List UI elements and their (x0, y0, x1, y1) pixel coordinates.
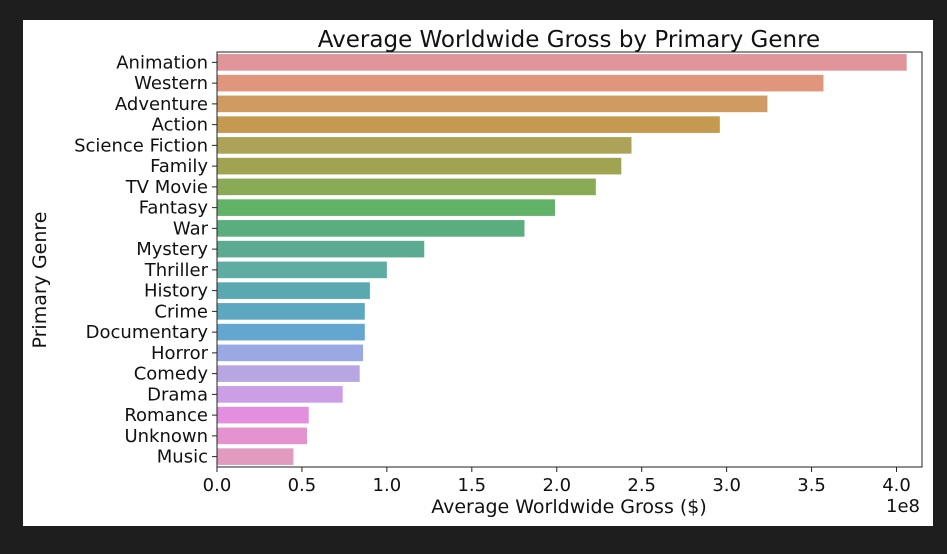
y-tick-label: Adventure (115, 94, 208, 115)
chart-frame: Average Worldwide Gross by Primary Genre… (23, 20, 933, 526)
y-tick-label: TV Movie (125, 177, 208, 198)
bar-documentary (217, 323, 365, 341)
bar-family (217, 157, 622, 175)
bar-music (217, 448, 294, 465)
bar-mystery (217, 240, 425, 258)
y-tick-label: Horror (151, 343, 209, 364)
bar-western (217, 74, 824, 92)
bar-horror (217, 344, 364, 362)
bar-adventure (217, 95, 768, 113)
bar-history (217, 282, 370, 299)
y-tick-label: History (144, 281, 208, 302)
y-tick-label: Romance (124, 405, 208, 426)
y-tick-label: Unknown (124, 426, 208, 447)
x-tick-label: 1.0 (373, 475, 402, 496)
bar-animation (217, 54, 907, 71)
x-tick-label: 2.5 (627, 475, 656, 496)
x-tick-label: 0.0 (203, 475, 232, 496)
bar-thriller (217, 261, 387, 279)
bar-drama (217, 386, 343, 403)
x-tick-label: 1.5 (457, 475, 486, 496)
y-tick-label: Family (150, 156, 208, 177)
y-tick-label: Mystery (136, 239, 208, 260)
x-tick-label: 4.0 (882, 475, 911, 496)
bar-comedy (217, 365, 360, 382)
x-axis-ticks: 0.0 0.5 1.0 1.5 2.0 2.5 3.0 3.5 4.0 (203, 467, 911, 496)
x-axis-scale-label: 1e8 (886, 496, 920, 517)
bar-unknown (217, 427, 308, 445)
bar-action (217, 116, 720, 133)
y-tick-label: Western (134, 73, 208, 94)
y-axis-title: Primary Genre (29, 212, 51, 349)
bar-war (217, 220, 525, 237)
y-tick-label: War (173, 218, 209, 239)
y-tick-label: Drama (147, 384, 208, 405)
y-tick-label: Comedy (134, 364, 209, 385)
bar-chart: Average Worldwide Gross by Primary Genre… (29, 27, 923, 518)
bar-fantasy (217, 199, 556, 216)
y-tick-label: Science Fiction (74, 135, 208, 156)
bar-science-fiction (217, 137, 632, 154)
y-tick-label: Crime (154, 301, 208, 322)
x-tick-label: 0.5 (288, 475, 317, 496)
bar-crime (217, 303, 365, 320)
y-tick-label: Documentary (86, 322, 209, 343)
bar-tv-movie (217, 178, 596, 196)
y-tick-label: Fantasy (139, 198, 209, 219)
bars-group (217, 54, 907, 465)
x-tick-label: 2.0 (542, 475, 571, 496)
bar-romance (217, 406, 309, 424)
y-tick-label: Animation (116, 52, 208, 73)
y-tick-label: Thriller (144, 260, 209, 281)
x-tick-label: 3.5 (797, 475, 826, 496)
x-tick-label: 3.0 (712, 475, 741, 496)
x-axis-title: Average Worldwide Gross ($) (431, 496, 707, 518)
chart-title: Average Worldwide Gross by Primary Genre (318, 27, 820, 53)
plot-area-border (216, 51, 923, 468)
y-tick-label: Action (152, 115, 208, 136)
y-tick-label: Music (157, 447, 208, 468)
